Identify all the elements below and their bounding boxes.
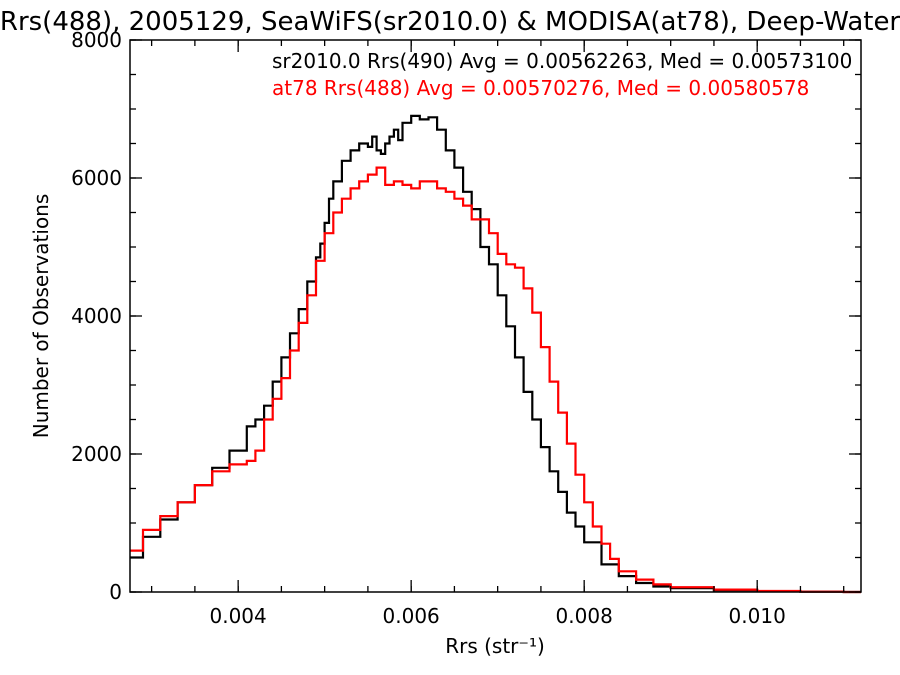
y-tick-label: 6000 <box>71 166 122 190</box>
x-axis-ticks: 0.004 0.006 0.008 0.010 <box>150 40 845 628</box>
y-tick-label: 4000 <box>71 304 122 328</box>
y-tick-label: 0 <box>109 580 122 604</box>
y-tick-label: 8000 <box>71 28 122 52</box>
series-layer <box>130 114 861 594</box>
series-line-0 <box>130 114 861 594</box>
x-tick-label: 0.008 <box>556 604 613 628</box>
y-axis-label: Number of Observations <box>29 194 53 439</box>
x-tick-label: 0.006 <box>383 604 440 628</box>
series-line-1 <box>130 166 861 594</box>
y-tick-label: 2000 <box>71 442 122 466</box>
plot-frame <box>129 39 862 593</box>
x-tick-label: 0.010 <box>729 604 786 628</box>
annotation-sr2010: sr2010.0 Rrs(490) Avg = 0.00562263, Med … <box>272 49 852 73</box>
x-axis-label: Rrs (str⁻¹) <box>445 634 545 658</box>
y-axis-ticks: 0 2000 4000 6000 8000 <box>71 28 861 604</box>
chart-title: Rrs(488), 2005129, SeaWiFS(sr2010.0) & M… <box>0 7 900 37</box>
annotation-at78: at78 Rrs(488) Avg = 0.00570276, Med = 0.… <box>272 76 809 100</box>
x-tick-label: 0.004 <box>210 604 267 628</box>
